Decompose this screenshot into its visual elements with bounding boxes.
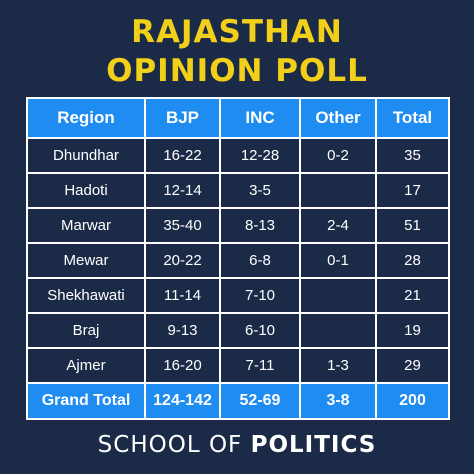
footer-brand: SCHOOL OF POLITICS — [0, 432, 474, 458]
table-cell: 7-10 — [219, 277, 301, 314]
table-cell: 8-13 — [219, 207, 301, 244]
table-cell: Shekhawati — [26, 277, 146, 314]
table-cell: 19 — [375, 312, 450, 349]
table-cell: 20-22 — [144, 242, 221, 279]
table-cell: 124-142 — [144, 382, 221, 420]
table-cell: 9-13 — [144, 312, 221, 349]
table-row: Dhundhar 16-22 12-28 0-2 35 — [26, 137, 450, 174]
opinion-poll-table: Region BJP INC Other Total Dhundhar 16-22… — [26, 97, 450, 420]
column-header: BJP — [144, 97, 221, 139]
table-cell: 12-28 — [219, 137, 301, 174]
table-cell: Grand Total — [26, 382, 146, 420]
table-cell: Ajmer — [26, 347, 146, 384]
table-cell: 200 — [375, 382, 450, 420]
table-cell: 51 — [375, 207, 450, 244]
table-cell: 52-69 — [219, 382, 301, 420]
table-cell: Braj — [26, 312, 146, 349]
table-cell: 3-5 — [219, 172, 301, 209]
table-cell: 28 — [375, 242, 450, 279]
column-header: Total — [375, 97, 450, 139]
table-cell: 17 — [375, 172, 450, 209]
table-cell — [299, 312, 377, 349]
table-row: Hadoti 12-14 3-5 17 — [26, 172, 450, 209]
table-row: Mewar 20-22 6-8 0-1 28 — [26, 242, 450, 279]
table-row: Marwar 35-40 8-13 2-4 51 — [26, 207, 450, 244]
table-cell: 35-40 — [144, 207, 221, 244]
table-cell: 2-4 — [299, 207, 377, 244]
table-cell: 11-14 — [144, 277, 221, 314]
title-line-1: RAJASTHAN — [131, 14, 343, 50]
table-cell: 3-8 — [299, 382, 377, 420]
table-cell: 29 — [375, 347, 450, 384]
table-cell: Dhundhar — [26, 137, 146, 174]
table-cell: 16-22 — [144, 137, 221, 174]
table-header-row: Region BJP INC Other Total — [26, 97, 450, 139]
table-cell: 1-3 — [299, 347, 377, 384]
footer-brand-name: POLITICS — [250, 432, 377, 458]
table-cell: 6-8 — [219, 242, 301, 279]
column-header: Other — [299, 97, 377, 139]
table-cell: Mewar — [26, 242, 146, 279]
column-header: INC — [219, 97, 301, 139]
column-header: Region — [26, 97, 146, 139]
table-cell: 7-11 — [219, 347, 301, 384]
table-cell: 12-14 — [144, 172, 221, 209]
table-cell: 16-20 — [144, 347, 221, 384]
table-cell: 0-2 — [299, 137, 377, 174]
table-cell: Hadoti — [26, 172, 146, 209]
grand-total-row: Grand Total 124-142 52-69 3-8 200 — [26, 382, 450, 420]
table-cell: Marwar — [26, 207, 146, 244]
table-cell: 21 — [375, 277, 450, 314]
table-cell — [299, 277, 377, 314]
table-cell: 6-10 — [219, 312, 301, 349]
title-line-2: OPINION POLL — [106, 53, 368, 89]
table-cell: 35 — [375, 137, 450, 174]
table-cell: 0-1 — [299, 242, 377, 279]
table-row: Shekhawati 11-14 7-10 21 — [26, 277, 450, 314]
table-cell — [299, 172, 377, 209]
footer-prefix: SCHOOL OF — [97, 432, 243, 458]
table-row: Ajmer 16-20 7-11 1-3 29 — [26, 347, 450, 384]
table-row: Braj 9-13 6-10 19 — [26, 312, 450, 349]
